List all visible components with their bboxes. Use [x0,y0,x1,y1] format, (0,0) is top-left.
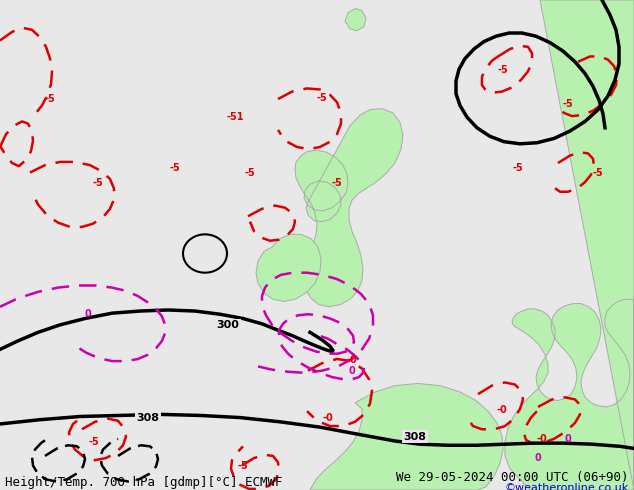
Text: -5: -5 [593,168,604,177]
Text: -51: -51 [226,112,243,122]
Text: -5: -5 [89,437,100,447]
Text: -0: -0 [496,405,507,415]
Text: 308: 308 [136,413,160,422]
Text: ©weatheronline.co.uk: ©weatheronline.co.uk [505,483,629,490]
Text: 0: 0 [349,366,356,376]
Text: -5: -5 [498,65,508,75]
Text: -5: -5 [245,168,256,177]
Text: 308: 308 [403,432,427,442]
Text: -5: -5 [513,163,524,173]
Text: We 29-05-2024 00:00 UTC (06+90): We 29-05-2024 00:00 UTC (06+90) [396,471,629,484]
Polygon shape [295,109,403,307]
Text: -5: -5 [238,461,249,470]
Text: -5: -5 [332,178,342,188]
Polygon shape [505,0,634,490]
Polygon shape [310,384,503,490]
Text: -0: -0 [347,355,358,365]
Polygon shape [345,8,366,31]
Text: 0: 0 [565,434,571,444]
Text: -0: -0 [323,413,333,422]
Text: -5: -5 [170,163,181,173]
Text: -0: -0 [536,434,547,444]
Text: -5: -5 [93,178,103,188]
Text: 0: 0 [84,309,91,319]
Text: -5: -5 [316,93,327,103]
Text: 300: 300 [217,320,240,330]
Polygon shape [256,234,321,301]
Text: -5: -5 [44,94,55,104]
Text: -5: -5 [562,99,573,109]
Text: Height/Temp. 700 hPa [gdmp][°C] ECMWF: Height/Temp. 700 hPa [gdmp][°C] ECMWF [5,476,283,489]
Text: 0: 0 [534,453,541,463]
